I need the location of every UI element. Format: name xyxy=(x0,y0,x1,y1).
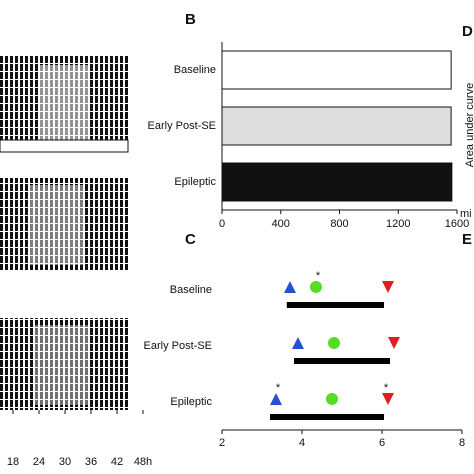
x-tick-label: 6 xyxy=(379,437,385,449)
marker xyxy=(382,393,394,405)
annotation: * xyxy=(384,382,389,394)
y-tick-label: Baseline xyxy=(170,284,212,296)
rest-phase xyxy=(35,325,90,405)
y-axis-label: Area under curve xyxy=(464,83,474,167)
marker xyxy=(328,337,340,349)
actograms xyxy=(0,55,129,410)
marker xyxy=(382,281,394,293)
marker xyxy=(326,393,338,405)
y-tick-label: Epileptic xyxy=(174,176,216,188)
range-bar xyxy=(286,302,384,308)
x-tick-label: 1200 xyxy=(386,218,410,230)
x-tick-label: 30 xyxy=(59,456,71,468)
annotation: * xyxy=(316,270,321,282)
x-tick-label: 42 xyxy=(111,456,123,468)
x-tick-label: 1600 xyxy=(445,218,469,230)
x-tick-label: 24 xyxy=(33,456,45,468)
y-tick-label: Epileptic xyxy=(170,396,212,408)
marker xyxy=(310,281,322,293)
y-tick-label: Early Post-SE xyxy=(148,120,216,132)
x-tick-label: 48h xyxy=(134,456,152,468)
x-tick-label: 4 xyxy=(299,437,305,449)
range-bar xyxy=(270,414,384,420)
marker xyxy=(388,337,400,349)
rest-phase xyxy=(40,65,90,140)
panel-label: B xyxy=(185,11,196,28)
panel-label: E xyxy=(462,231,472,248)
marker xyxy=(284,281,296,293)
y-tick-label: Early Post-SE xyxy=(144,340,212,352)
y-tick-label: Baseline xyxy=(174,64,216,76)
bar xyxy=(221,50,452,90)
panel-label: C xyxy=(185,231,196,248)
marker xyxy=(270,393,282,405)
x-tick-label: 400 xyxy=(272,218,290,230)
actogram xyxy=(0,318,128,410)
bar xyxy=(221,106,452,146)
actogram-strip xyxy=(0,139,129,153)
range-bar xyxy=(294,358,390,364)
panel-label: D xyxy=(462,23,473,40)
marker xyxy=(292,337,304,349)
x-tick-label: 18 xyxy=(7,456,19,468)
actogram xyxy=(0,178,128,270)
x-tick-label: 8 xyxy=(459,437,465,449)
x-tick-label: 800 xyxy=(330,218,348,230)
annotation: * xyxy=(276,382,281,394)
x-axis-label: mi xyxy=(460,208,472,220)
x-tick-label: 36 xyxy=(85,456,97,468)
rest-phase xyxy=(30,185,85,265)
x-tick-label: 0 xyxy=(219,218,225,230)
x-tick-label: 2 xyxy=(219,437,225,449)
bar xyxy=(221,162,453,202)
